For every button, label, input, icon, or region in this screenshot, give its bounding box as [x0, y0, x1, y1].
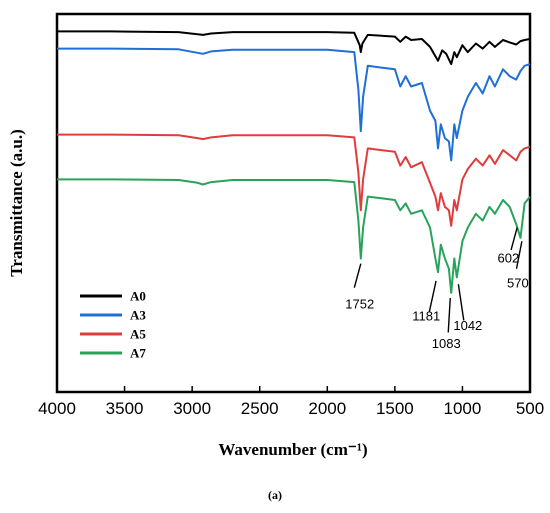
annotation-label-1181: 1181	[412, 308, 440, 323]
x-tick-label-1500: 1500	[376, 399, 414, 418]
legend-label-a7: A7	[130, 346, 146, 361]
annotation-label-570: 570	[507, 276, 529, 291]
series-layer	[57, 30, 531, 294]
annotation-layer: 1752 1181 1083 1042 602 570	[345, 227, 529, 351]
series-line-a3	[57, 47, 531, 162]
x-tick-label-2000: 2000	[308, 399, 346, 418]
annotation-label-1083: 1083	[432, 336, 461, 351]
x-tick-label-1000: 1000	[444, 399, 482, 418]
series-line-a5	[57, 133, 531, 227]
figure-caption: (a)	[268, 488, 282, 502]
annotation-leader-1042	[457, 284, 465, 321]
annotation-leader-1181	[428, 280, 437, 312]
x-tick-label-3500: 3500	[106, 399, 144, 418]
annotation-leader-1083	[447, 297, 451, 333]
annotation-leader-570	[515, 241, 523, 269]
annotation-label-602: 602	[498, 251, 520, 266]
x-axis-ticks: 4000 3500 3000 2500 2000 1500 1000 500	[38, 386, 544, 418]
x-tick-label-3000: 3000	[173, 399, 211, 418]
x-tick-label-4000: 4000	[38, 399, 76, 418]
annotation-leader-1752	[353, 263, 362, 288]
series-line-a7	[57, 178, 531, 294]
legend-label-a3: A3	[130, 308, 146, 323]
plot-frame	[55, 12, 532, 394]
x-axis-title: Wavenumber (cm⁻¹)	[218, 440, 367, 459]
x-tick-label-2500: 2500	[241, 399, 279, 418]
y-axis-title: Transmittance (a.u.)	[7, 129, 26, 276]
annotation-label-1042: 1042	[453, 318, 482, 333]
x-tick-label-500: 500	[516, 399, 544, 418]
legend-label-a5: A5	[130, 327, 146, 342]
annotation-label-1752: 1752	[345, 296, 374, 311]
annotation-leader-602	[510, 227, 518, 251]
legend: A0 A3 A5 A7	[80, 289, 146, 361]
series-line-a0	[57, 30, 531, 66]
legend-label-a0: A0	[130, 289, 146, 304]
